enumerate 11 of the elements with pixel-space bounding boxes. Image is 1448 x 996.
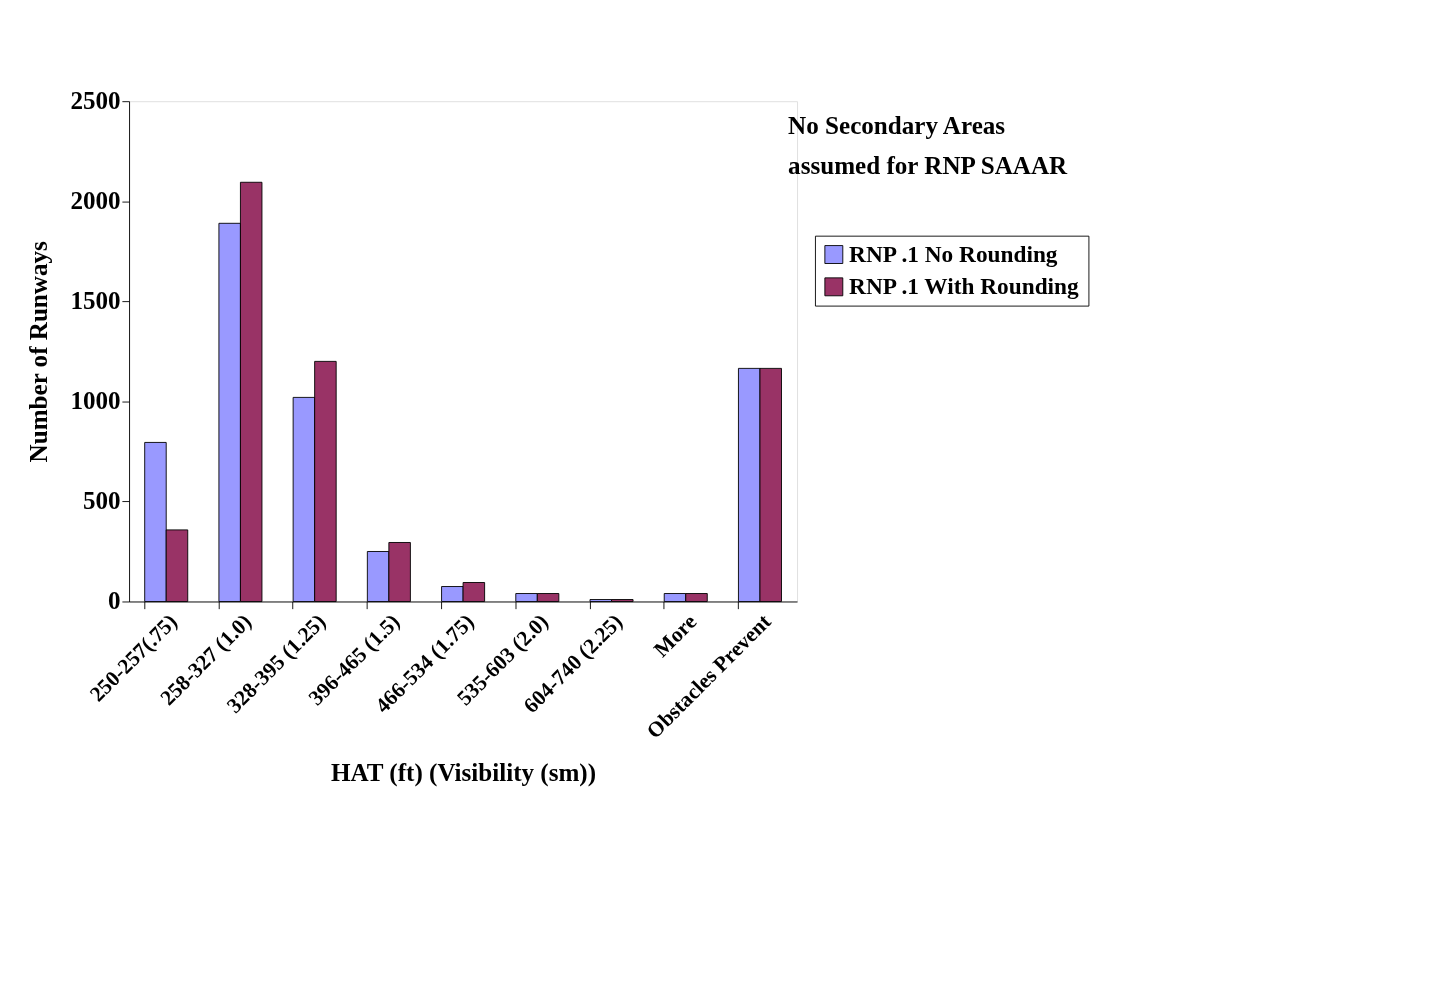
y-axis-title: Number of Runways xyxy=(25,240,53,463)
y-tick-label: 1500 xyxy=(70,286,121,314)
legend-label: RNP .1 With Rounding xyxy=(849,272,1080,299)
y-tick-label: 2500 xyxy=(70,86,121,114)
y-tick-label: 2000 xyxy=(70,186,121,214)
x-axis-title: HAT (ft) (Visibility (sm)) xyxy=(331,758,597,787)
y-tick-label: 1000 xyxy=(70,387,121,415)
annotation: No Secondary Areas assumed for RNP SAAAR xyxy=(788,112,1069,179)
legend-label: RNP .1 No Rounding xyxy=(849,240,1058,267)
y-tick-label: 0 xyxy=(108,587,121,615)
y-tick-label: 500 xyxy=(82,487,121,515)
